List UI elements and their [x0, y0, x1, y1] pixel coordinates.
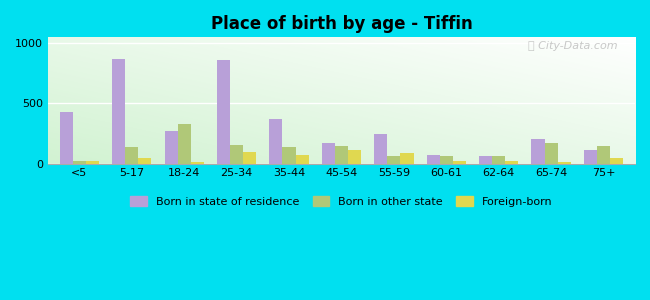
Bar — [558, 162, 571, 164]
Bar — [545, 142, 558, 164]
Bar — [322, 142, 335, 164]
Bar — [597, 146, 610, 164]
Bar — [190, 162, 204, 164]
Bar — [217, 60, 230, 164]
Bar — [112, 59, 125, 164]
Bar — [269, 119, 283, 164]
Title: Place of birth by age - Tiffin: Place of birth by age - Tiffin — [211, 15, 473, 33]
Bar — [283, 147, 296, 164]
Bar — [296, 154, 309, 164]
Bar — [164, 131, 177, 164]
Bar — [479, 156, 492, 164]
Bar — [348, 150, 361, 164]
Bar — [453, 161, 466, 164]
Bar — [60, 112, 73, 164]
Bar — [610, 158, 623, 164]
Bar — [492, 156, 505, 164]
Bar — [86, 160, 99, 164]
Bar — [335, 146, 348, 164]
Bar — [73, 161, 86, 164]
Bar — [505, 161, 518, 164]
Bar — [243, 152, 256, 164]
Bar — [400, 153, 413, 164]
Text: ⓘ City-Data.com: ⓘ City-Data.com — [528, 41, 618, 51]
Bar — [532, 139, 545, 164]
Bar — [177, 124, 190, 164]
Bar — [426, 154, 439, 164]
Bar — [439, 156, 453, 164]
Bar — [138, 158, 151, 164]
Bar — [584, 150, 597, 164]
Legend: Born in state of residence, Born in other state, Foreign-born: Born in state of residence, Born in othe… — [126, 191, 557, 211]
Bar — [387, 156, 400, 164]
Bar — [125, 147, 138, 164]
Bar — [230, 145, 243, 164]
Bar — [374, 134, 387, 164]
